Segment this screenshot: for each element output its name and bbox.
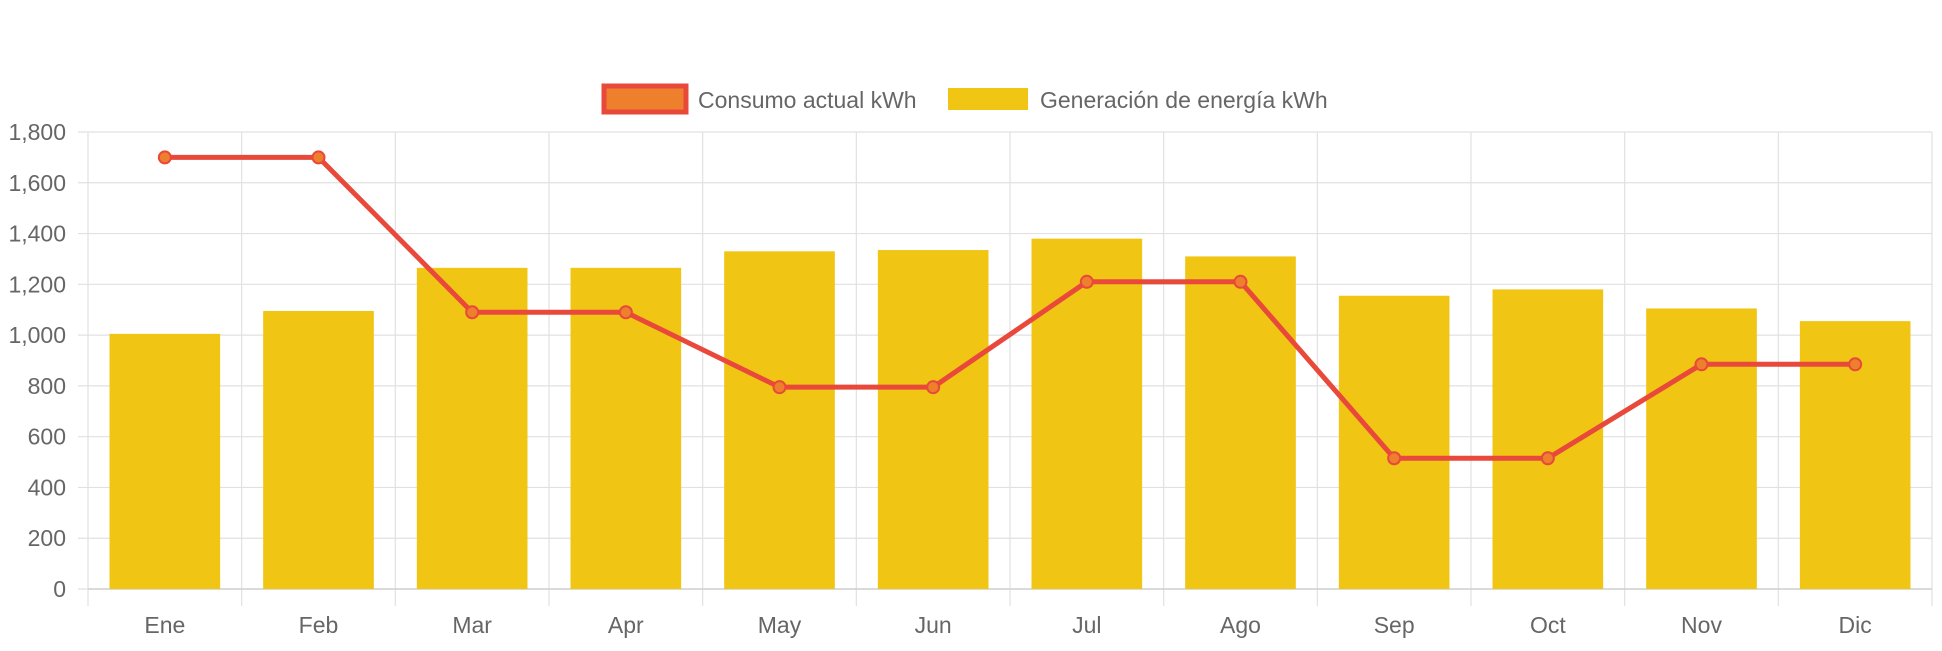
consumption-point[interactable] — [465, 305, 480, 320]
consumption-point[interactable] — [926, 380, 941, 395]
consumption-point[interactable] — [1694, 357, 1709, 372]
consumption-line — [164, 154, 1856, 461]
consumption-point[interactable] — [772, 380, 787, 395]
x-axis-ticks: Ene Feb Mar Apr May Jun Jul Ago Sep Oct Nov Dic — [144, 612, 1871, 638]
x-tick-label: Oct — [1530, 612, 1566, 638]
consumption-point[interactable] — [157, 150, 172, 165]
legend-item-generacion[interactable]: Generación de energía kWh — [948, 87, 1328, 113]
y-tick-label: 1,400 — [8, 221, 66, 247]
generation-bar[interactable] — [109, 333, 221, 589]
generation-bar[interactable] — [1646, 308, 1757, 589]
legend-label-consumo: Consumo actual kWh — [698, 87, 917, 113]
generation-bar[interactable] — [1185, 256, 1296, 589]
y-tick-label: 1,800 — [8, 119, 66, 145]
x-tick-label: Mar — [452, 612, 492, 638]
x-tick-label: May — [758, 612, 802, 638]
legend-label-generacion: Generación de energía kWh — [1040, 87, 1328, 113]
legend-swatch-generacion — [948, 88, 1028, 110]
legend-swatch-consumo — [601, 83, 689, 115]
x-tick-label: Sep — [1374, 612, 1415, 638]
consumption-point[interactable] — [1848, 357, 1863, 372]
generation-bar[interactable] — [724, 251, 835, 590]
generation-bar[interactable] — [416, 267, 528, 589]
generation-bar[interactable] — [877, 250, 989, 589]
x-tick-label: Apr — [608, 612, 644, 638]
consumption-point[interactable] — [618, 305, 633, 320]
y-tick-label: 1,600 — [8, 170, 66, 196]
legend: Consumo actual kWh Generación de energía… — [601, 83, 1328, 115]
x-tick-label: Ago — [1220, 612, 1261, 638]
y-tick-label: 800 — [28, 373, 66, 399]
generation-bar[interactable] — [1492, 289, 1604, 589]
consumption-point[interactable] — [1387, 451, 1402, 466]
consumption-point[interactable] — [311, 150, 326, 165]
generation-bar[interactable] — [570, 267, 682, 589]
generation-bar[interactable] — [263, 310, 374, 589]
generation-bar[interactable] — [1338, 295, 1450, 589]
y-tick-label: 600 — [28, 424, 66, 450]
generation-bar[interactable] — [1031, 238, 1143, 589]
consumption-point[interactable] — [1540, 451, 1555, 466]
x-tick-label: Jun — [915, 612, 952, 638]
x-tick-label: Dic — [1839, 612, 1872, 638]
bar-series — [109, 238, 1911, 590]
line-series — [157, 150, 1863, 466]
y-tick-label: 0 — [53, 576, 66, 602]
y-tick-label: 1,200 — [8, 271, 66, 297]
consumption-point[interactable] — [1233, 274, 1248, 289]
y-tick-label: 200 — [28, 525, 66, 551]
x-tick-label: Feb — [299, 612, 339, 638]
y-tick-label: 1,000 — [8, 322, 66, 348]
legend-item-consumo[interactable]: Consumo actual kWh — [601, 83, 917, 115]
x-tick-label: Ene — [144, 612, 185, 638]
x-tick-label: Nov — [1681, 612, 1722, 638]
x-tick-label: Jul — [1072, 612, 1101, 638]
y-tick-label: 400 — [28, 474, 66, 500]
y-axis-ticks: 0 200 400 600 800 1,000 1,200 1,400 1,600 1,800 — [8, 119, 66, 602]
consumption-point[interactable] — [1079, 274, 1094, 289]
